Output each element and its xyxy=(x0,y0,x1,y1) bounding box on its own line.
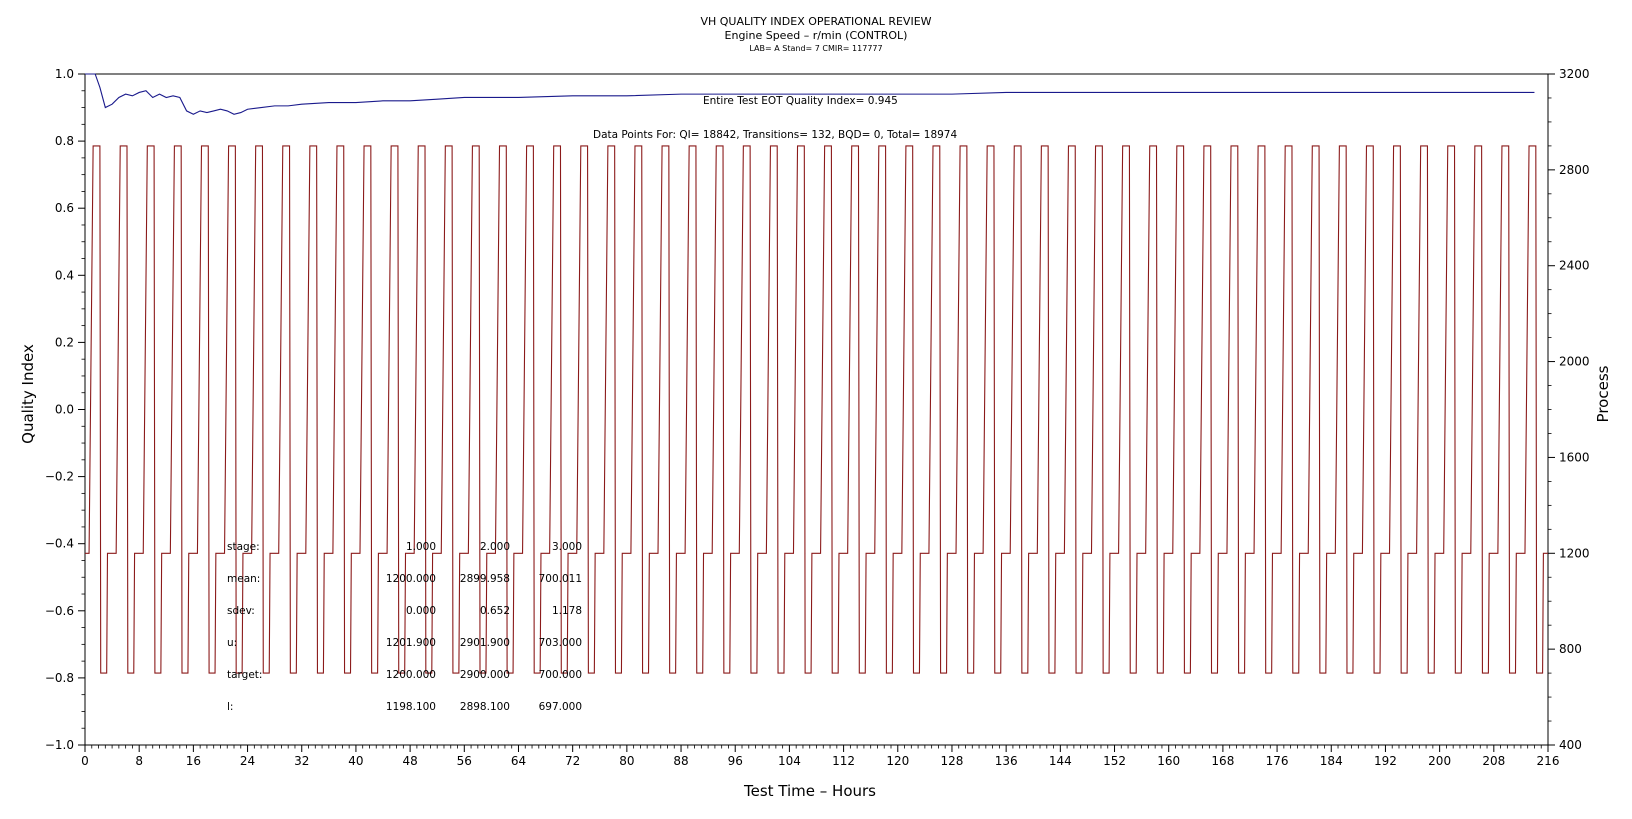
x-tick-label: 24 xyxy=(240,754,255,768)
stats-value: 1200.000 xyxy=(385,669,436,681)
stats-row-label: l: xyxy=(227,701,234,713)
y-left-tick-label: 0.0 xyxy=(55,403,74,417)
process-series-line xyxy=(85,145,1548,674)
chart-subtitle: Engine Speed – r/min (CONTROL) xyxy=(724,29,908,42)
x-tick-label: 16 xyxy=(186,754,201,768)
stats-value: 1201.900 xyxy=(385,637,436,649)
x-tick-label: 160 xyxy=(1157,754,1180,768)
x-tick-label: 152 xyxy=(1103,754,1126,768)
x-tick-label: 96 xyxy=(728,754,743,768)
y-left-tick-label: 0.8 xyxy=(55,134,74,148)
y-right-tick-label: 2000 xyxy=(1559,355,1590,369)
x-tick-label: 88 xyxy=(673,754,688,768)
y-right-tick-label: 3200 xyxy=(1559,67,1590,81)
x-tick-label: 40 xyxy=(348,754,363,768)
y-left-tick-label: −0.4 xyxy=(45,537,74,551)
y-left-tick-label: 1.0 xyxy=(55,67,74,81)
x-tick-label: 104 xyxy=(778,754,801,768)
x-axis-label: Test Time – Hours xyxy=(744,782,876,800)
stats-row-label: mean: xyxy=(227,573,261,585)
y-right-tick-label: 1200 xyxy=(1559,546,1590,560)
stats-value: 2899.958 xyxy=(459,573,510,585)
x-tick-label: 136 xyxy=(995,754,1018,768)
stats-row-label: sdev: xyxy=(227,605,255,617)
y-left-tick-label: −0.6 xyxy=(45,604,74,618)
stats-value: 1200.000 xyxy=(385,573,436,585)
plot-frame xyxy=(84,73,1549,746)
stats-value: 700.011 xyxy=(538,573,582,585)
stats-value: 0.000 xyxy=(405,605,436,617)
x-tick-label: 72 xyxy=(565,754,580,768)
x-tick-label: 64 xyxy=(511,754,526,768)
data-points-annotation: Data Points For: QI= 18842, Transitions=… xyxy=(593,129,958,141)
stats-value: 2.000 xyxy=(479,541,510,553)
y-right-tick-label: 400 xyxy=(1559,738,1582,752)
y-left-tick-label: −0.2 xyxy=(45,470,74,484)
x-tick-label: 192 xyxy=(1374,754,1397,768)
x-tick-label: 0 xyxy=(81,754,89,768)
stats-value: 1198.100 xyxy=(385,701,436,713)
y-left-tick-label: −1.0 xyxy=(45,738,74,752)
x-tick-label: 8 xyxy=(135,754,143,768)
chart-title: VH QUALITY INDEX OPERATIONAL REVIEW xyxy=(700,15,932,28)
stats-value: 697.000 xyxy=(538,701,582,713)
stats-value: 703.000 xyxy=(538,637,582,649)
y-left-tick-label: 0.2 xyxy=(55,335,74,349)
stats-value: 1.000 xyxy=(405,541,436,553)
y-right-tick-label: 800 xyxy=(1559,642,1582,656)
y-left-tick-label: 0.6 xyxy=(55,201,74,215)
stats-value: 2901.900 xyxy=(459,637,510,649)
stats-value: 700.000 xyxy=(538,669,582,681)
y-right-tick-label: 2800 xyxy=(1559,163,1590,177)
plot-border xyxy=(84,73,1549,746)
x-tick-label: 112 xyxy=(832,754,855,768)
x-tick-label: 168 xyxy=(1211,754,1234,768)
series-layer xyxy=(85,73,1548,674)
stats-row-label: target: xyxy=(227,669,263,681)
x-tick-label: 120 xyxy=(886,754,909,768)
y-left-tick-label: 0.4 xyxy=(55,268,74,282)
x-tick-label: 144 xyxy=(1049,754,1072,768)
stats-value: 1.178 xyxy=(551,605,582,617)
stats-value: 2898.100 xyxy=(459,701,510,713)
y-right-tick-label: 2400 xyxy=(1559,259,1590,273)
x-tick-label: 128 xyxy=(941,754,964,768)
y-right-tick-label: 1600 xyxy=(1559,450,1590,464)
quality-index-series-line xyxy=(85,73,1535,115)
x-tick-label: 200 xyxy=(1428,754,1451,768)
x-tick-label: 80 xyxy=(619,754,634,768)
x-tick-label: 56 xyxy=(457,754,472,768)
eot-quality-index-annotation: Entire Test EOT Quality Index= 0.945 xyxy=(703,95,898,107)
axis-ticks: 0 8 16 24 32 40 48 56 64 72 80 88 96 104 112 120 128 136 1… xyxy=(45,67,1590,768)
chart-subtitle-2: LAB= A Stand= 7 CMIR= 117777 xyxy=(749,44,883,53)
stats-row-label: stage: xyxy=(227,541,260,553)
stats-row-label: u: xyxy=(227,637,238,649)
x-tick-label: 32 xyxy=(294,754,309,768)
stats-value: 3.000 xyxy=(551,541,582,553)
y-left-tick-label: −0.8 xyxy=(45,671,74,685)
stats-value: 0.652 xyxy=(479,605,510,617)
x-tick-label: 184 xyxy=(1320,754,1343,768)
x-tick-label: 176 xyxy=(1266,754,1289,768)
stats-value: 2900.000 xyxy=(459,669,510,681)
x-tick-label: 208 xyxy=(1482,754,1505,768)
x-tick-label: 48 xyxy=(402,754,417,768)
x-tick-label: 216 xyxy=(1537,754,1560,768)
